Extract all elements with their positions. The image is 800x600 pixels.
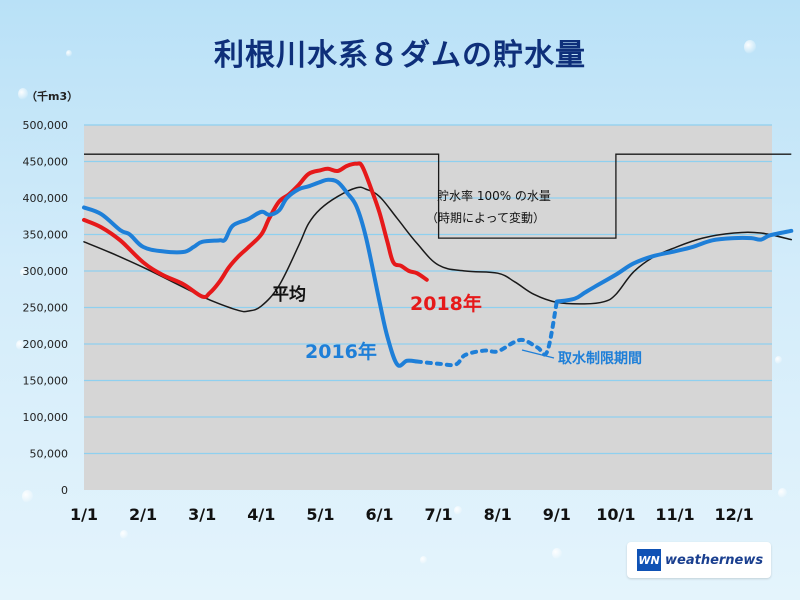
x-tick-label: 4/1 — [247, 505, 275, 524]
y-tick-label: 400,000 — [23, 192, 69, 205]
chart-labels: 貯水率 100% の水量 （時期によって変動） 平均 2018年 2016年 取… — [272, 188, 642, 367]
x-tick-label: 10/1 — [596, 505, 635, 524]
y-tick-label: 350,000 — [23, 229, 69, 242]
weathernews-logo-text: weathernews — [665, 552, 764, 568]
y-tick-label: 500,000 — [23, 119, 69, 132]
series-2016-segment — [82, 177, 419, 368]
y-tick-label: 200,000 — [23, 338, 69, 351]
water-droplet — [18, 88, 28, 100]
water-droplet — [120, 530, 128, 539]
grid-lines — [84, 124, 772, 455]
y-tick-label: 100,000 — [23, 411, 69, 424]
x-tick-label: 11/1 — [655, 505, 694, 524]
capacity-step-line — [84, 153, 792, 239]
weathernews-logo-mark: WN — [637, 549, 661, 571]
water-droplet — [454, 506, 462, 515]
capacity-label-line1: 貯水率 100% の水量 — [437, 188, 551, 203]
series-label-2018: 2018年 — [410, 292, 482, 315]
y-tick-label: 250,000 — [23, 302, 69, 315]
water-droplet — [22, 490, 33, 503]
water-droplet — [20, 268, 28, 277]
x-tick-label: 5/1 — [306, 505, 334, 524]
weathernews-logo: WN weathernews — [627, 542, 771, 578]
chart-title: 利根川水系８ダムの貯水量 — [214, 38, 586, 73]
series-average-line — [83, 186, 793, 313]
series-2016-segment — [554, 228, 794, 304]
series-label-2016: 2016年 — [305, 340, 377, 363]
restriction-annotation-leader — [521, 349, 555, 359]
water-droplet — [552, 548, 562, 559]
x-axis-ticks: 1/1 2/1 3/1 4/1 5/1 6/1 7/1 8/1 9/1 10/1 11/1 12/1 — [70, 505, 754, 524]
y-axis-unit-label: （千m3） — [26, 90, 79, 103]
y-axis-ticks: 0 50,000 100,000 150,000 200,000 250,000 300,0… — [23, 119, 69, 497]
x-tick-label: 12/1 — [714, 505, 753, 524]
water-droplet — [744, 40, 756, 54]
capacity-line — [84, 153, 792, 239]
x-tick-label: 1/1 — [70, 505, 98, 524]
x-tick-label: 2/1 — [129, 505, 157, 524]
y-tick-label: 150,000 — [23, 375, 69, 388]
x-tick-label: 9/1 — [543, 505, 571, 524]
water-droplet — [16, 340, 25, 350]
x-tick-label: 8/1 — [484, 505, 512, 524]
capacity-label-line2: （時期によって変動） — [426, 210, 545, 225]
y-tick-label: 50,000 — [30, 448, 69, 461]
water-droplet — [66, 50, 72, 57]
y-tick-label: 300,000 — [23, 265, 69, 278]
y-tick-label: 450,000 — [23, 156, 69, 169]
water-droplet — [778, 488, 787, 498]
water-droplet — [775, 356, 782, 364]
water-droplet — [420, 556, 427, 564]
x-tick-label: 3/1 — [188, 505, 216, 524]
x-tick-label: 7/1 — [425, 505, 453, 524]
series-2016-restriction-segment — [414, 299, 559, 368]
series-label-average: 平均 — [272, 284, 306, 305]
series-lines — [82, 161, 794, 368]
restriction-annotation: 取水制限期間 — [558, 350, 642, 367]
x-tick-label: 6/1 — [365, 505, 393, 524]
y-tick-label: 0 — [61, 484, 68, 497]
